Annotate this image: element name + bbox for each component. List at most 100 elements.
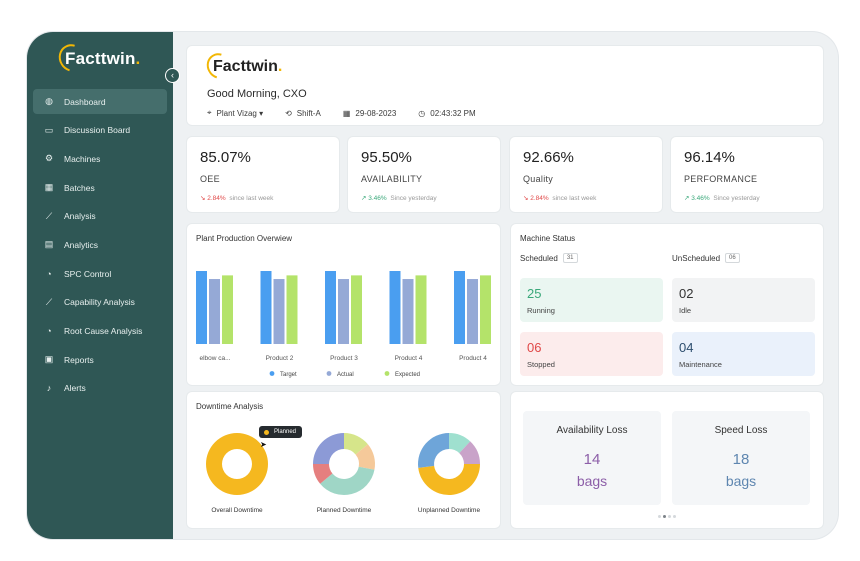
kpi-card-quality[interactable]: 92.66% Quality ↘ 2.84% since last week [510,137,662,212]
kpi-change: 2.84% [530,195,549,202]
kpi-label: AVAILABILITY [361,174,423,184]
sidebar-item-spc-control[interactable]: ◔ SPC Control [33,261,167,286]
pie-chart-icon: ◔ [46,326,52,336]
kpi-card-performance[interactable]: 96.14% PERFORMANCE ↗ 3.46% Since yesterday [671,137,823,212]
sidebar-item-label: Reports [64,354,94,365]
donut-slice-1-0[interactable] [344,433,368,455]
sidebar-item-analysis[interactable]: ⟋ Analysis [33,204,167,229]
legend-swatch [269,371,275,376]
chart-tooltip: Planned [259,426,303,438]
production-chart: elbow ca... Product 2 Product 3 Product 4 Pr… [196,271,491,378]
donut-label-planned: Planned Downtime [316,507,372,514]
kpi-trend: ↘ 2.84% since last week [200,194,273,202]
status-box-running[interactable]: 25 Running [520,278,663,322]
status-count: 25 [527,286,542,301]
donut-slice-2-0[interactable] [449,433,471,454]
kpi-card-availability[interactable]: 95.50% AVAILABILITY ↗ 3.46% Since yesterda… [348,137,500,212]
pie-icon: ◔ [46,268,52,279]
bar-expected-3[interactable] [415,275,427,344]
loss-unit: bags [725,473,757,489]
bar-target-4[interactable] [454,271,465,344]
time-label: 02:43:32 PM [430,108,476,118]
donut-slice-1-2[interactable] [320,466,375,495]
x-tick-label: Product 4 [459,355,487,362]
carousel-pager[interactable] [657,515,677,518]
trend-icon: ⟋ [45,296,53,307]
kpi-card-oee[interactable]: 85.07% OEE ↘ 2.84% since last week [187,137,339,212]
pager-dot-active[interactable] [663,515,666,518]
bar-target-0[interactable] [196,271,207,344]
bar-expected-4[interactable] [480,275,491,344]
status-box-idle[interactable]: 02 Idle [672,278,815,322]
sidebar: Facttwin. ◍ Dashboard ▭ Discussion Board ⚙ Ma… [27,32,173,539]
date-display: ▦ 29-08-2023 [343,108,396,118]
clock-icon: ◷ [418,108,426,118]
bar-target-2[interactable] [325,271,336,344]
caret-down-icon: ▾ [259,108,264,118]
donut-slice-0-0[interactable] [205,432,268,496]
status-count: 04 [679,340,694,355]
sidebar-logo[interactable]: Facttwin. [65,49,141,68]
status-box-stopped[interactable]: 06 Stopped [520,332,663,376]
bar-expected-1[interactable] [286,275,298,344]
sidebar-item-batches[interactable]: ▦ Batches [33,175,167,200]
sidebar-item-label: Alerts [64,383,86,394]
sidebar-item-root-cause-analysis[interactable]: ◔ Root Cause Analysis [33,319,167,344]
loss-tile-speed-loss[interactable]: Speed Loss 18 bags [672,411,810,505]
sidebar-item-reports[interactable]: ▣ Reports [33,347,167,372]
donut-slice-1-4[interactable] [313,433,344,464]
refresh-icon: ⟲ [285,108,292,118]
scheduled-count-badge: 31 [562,253,578,263]
status-label: Idle [679,306,692,315]
bar-actual-1[interactable] [273,279,285,344]
donut-label-overall: Overall Downtime [211,507,263,514]
donut-slice-2-2[interactable] [418,464,480,495]
sidebar-item-discussion-board[interactable]: ▭ Discussion Board [33,118,167,143]
kpi-value: 92.66% [523,149,574,166]
status-box-maintenance[interactable]: 04 Maintenance [672,332,815,376]
unscheduled-header: UnScheduled 06 [672,253,740,263]
trend-down-icon: ↘ [523,195,531,202]
plant-selector[interactable]: ⌖ Plant Vizag ▾ [207,108,263,118]
shift-selector[interactable]: ⟲ Shift-A [285,108,321,118]
kpi-period: since last week [552,195,597,202]
donut-slice-1-3[interactable] [313,464,333,484]
sidebar-item-label: Capability Analysis [64,297,135,308]
pager-dot[interactable] [673,515,676,518]
donut-slice-2-1[interactable] [459,441,480,464]
sidebar-item-label: Root Cause Analysis [64,326,143,336]
loss-title: Speed Loss [714,425,768,436]
bell-icon: ♪ [46,383,52,394]
loss-title: Availability Loss [556,425,628,436]
tooltip-swatch [264,429,269,435]
chevron-left-icon[interactable]: ‹ [165,68,180,83]
bar-actual-3[interactable] [402,279,414,344]
sidebar-item-alerts[interactable]: ♪ Alerts [33,376,167,401]
bar-expected-0[interactable] [222,275,233,344]
pager-dot[interactable] [658,515,661,518]
kpi-period: since last week [229,195,274,202]
downtime-title: Downtime Analysis [196,402,264,411]
donut-slice-1-1[interactable] [355,444,375,470]
kpi-value: 85.07% [200,149,251,166]
donut-slice-2-3[interactable] [418,433,449,468]
bar-actual-4[interactable] [467,279,478,344]
bar-target-3[interactable] [389,271,401,344]
kpi-label: OEE [200,174,220,184]
sidebar-item-dashboard[interactable]: ◍ Dashboard [33,89,167,114]
sidebar-item-label: Discussion Board [64,125,131,136]
pager-dot[interactable] [668,515,671,518]
bar-actual-0[interactable] [209,279,220,344]
bar-target-1[interactable] [260,271,272,344]
status-count: 02 [679,286,694,301]
production-card: Plant Production Overwiew elbow ca... Pro… [187,224,500,385]
trend-up-icon: ↗ [361,195,369,202]
sidebar-nav: ◍ Dashboard ▭ Discussion Board ⚙ Machines ▦ Bat… [33,89,167,405]
sidebar-item-machines[interactable]: ⚙ Machines [33,146,167,171]
bar-actual-2[interactable] [338,279,349,344]
bar-expected-2[interactable] [351,275,362,344]
sidebar-item-label: Batches [64,182,95,193]
sidebar-item-capability-analysis[interactable]: ⟋ Capability Analysis [33,290,167,315]
loss-tile-availability-loss[interactable]: Availability Loss 14 bags [523,411,661,505]
sidebar-item-analytics[interactable]: ▤ Analytics [33,232,167,257]
